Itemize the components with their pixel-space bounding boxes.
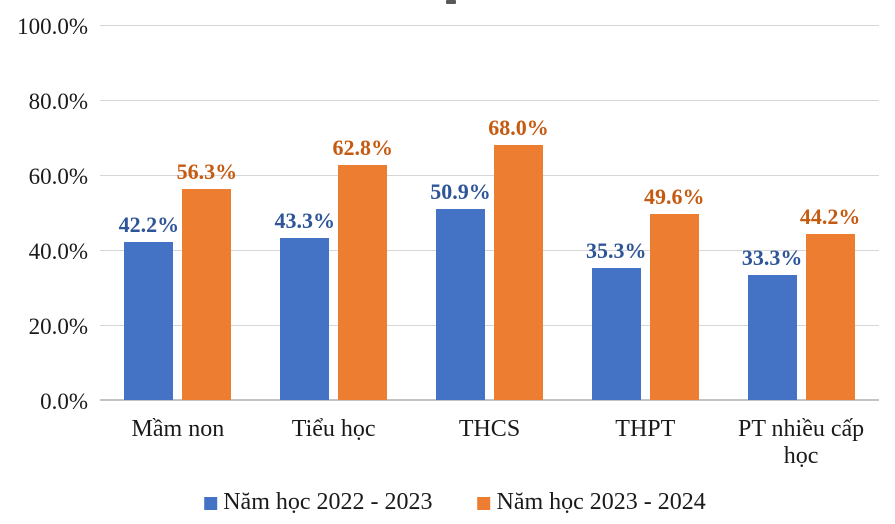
- category-label: Tiểu học: [291, 416, 376, 442]
- bar: [591, 267, 641, 400]
- bar-data-label: 42.2%: [118, 211, 180, 237]
- bar: [124, 241, 174, 400]
- x-axis-line: [100, 399, 879, 401]
- cropped-title-fragment: [446, 0, 456, 4]
- bar-data-label: 43.3%: [274, 207, 335, 233]
- bar: [649, 214, 699, 400]
- y-tick-label: 40.0%: [28, 239, 88, 264]
- gridline: [100, 325, 879, 326]
- bar-data-label: 68.0%: [488, 115, 549, 140]
- legend-label: Năm học 2023 - 2024: [496, 489, 706, 515]
- bar-data-label: 62.8%: [332, 134, 393, 160]
- category-label: PT nhiều cấp học: [737, 416, 865, 469]
- bar-data-label: 50.9%: [430, 179, 491, 205]
- bar-data-label: 56.3%: [176, 158, 238, 184]
- bar-data-label: 49.6%: [644, 184, 705, 209]
- bar-data-label: 35.3%: [586, 237, 647, 263]
- bar: [436, 209, 485, 400]
- bar-data-label: 44.2%: [799, 204, 861, 230]
- y-tick-label: 100.0%: [17, 14, 88, 39]
- bar: [747, 275, 797, 400]
- category-label: THCS: [458, 416, 521, 442]
- gridline: [100, 250, 879, 251]
- legend-item: Năm học 2023 - 2024: [477, 489, 706, 516]
- bar: [494, 145, 543, 400]
- gridline: [100, 175, 879, 176]
- bar: [338, 164, 388, 400]
- legend-label: Năm học 2022 - 2023: [223, 489, 433, 515]
- bar: [182, 188, 232, 400]
- y-tick-label: 60.0%: [28, 164, 88, 189]
- y-tick-label: 0.0%: [40, 389, 88, 414]
- legend: Năm học 2022 - 2023 Năm học 2023 - 2024: [204, 489, 706, 516]
- y-tick-label: 20.0%: [28, 314, 88, 339]
- y-tick-label: 80.0%: [28, 89, 88, 114]
- bar-data-label: 33.3%: [741, 245, 803, 271]
- gridline: [100, 100, 879, 101]
- legend-item: Năm học 2022 - 2023: [204, 489, 433, 516]
- category-label: Mầm non: [131, 416, 225, 442]
- legend-swatch: [477, 497, 491, 510]
- category-label: THPT: [615, 416, 676, 442]
- bar: [280, 237, 330, 400]
- gridline: [100, 25, 879, 26]
- bar: [805, 234, 855, 400]
- legend-swatch: [204, 497, 218, 510]
